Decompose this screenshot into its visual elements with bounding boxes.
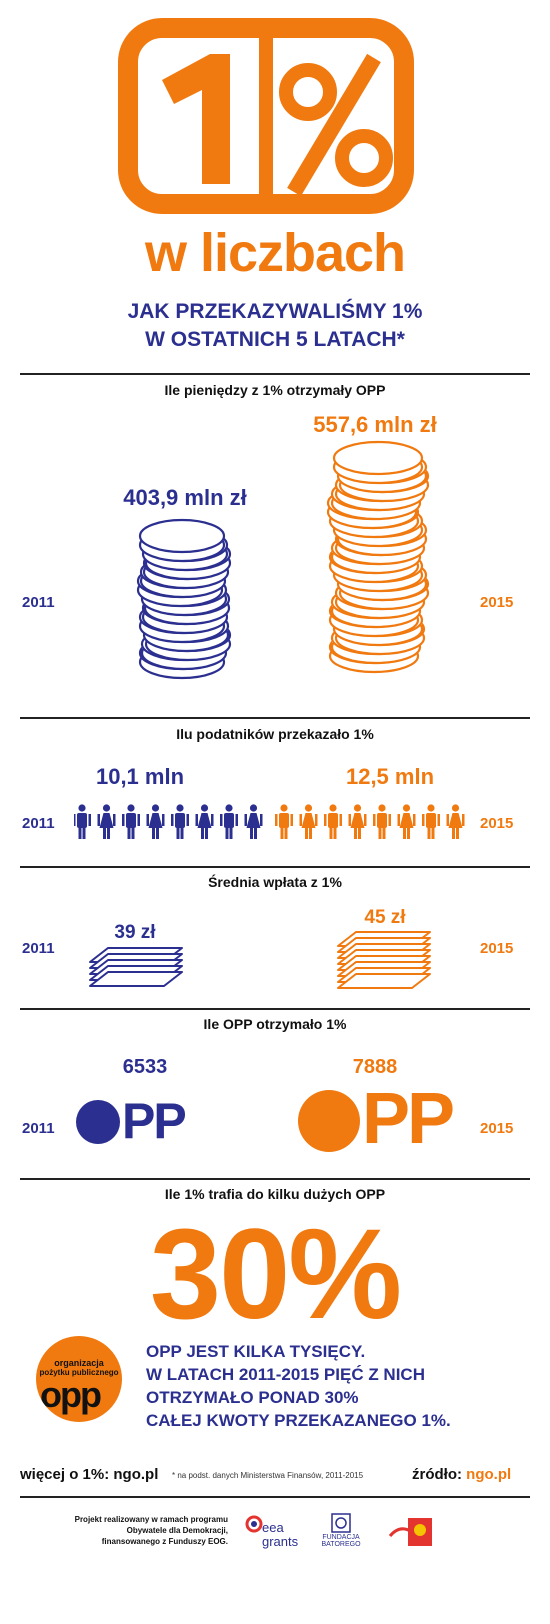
batory-line-2: BATOREGO [321, 1541, 361, 1548]
eea-grants-logo: eea grants [244, 1510, 304, 1554]
badge-text-2: pożytku publicznego [39, 1368, 119, 1377]
money-value-2015: 557,6 mln zł [313, 412, 437, 437]
section-title-money: Ile pieniędzy z 1% otrzymały OPP [164, 382, 386, 398]
one-percent-logo [118, 18, 414, 214]
big-opp-line-3: OTRZYMAŁO PONAD 30% [146, 1388, 359, 1407]
person-icon [324, 804, 342, 839]
opp-letters: PP [122, 1093, 187, 1149]
badge-logo: opp [40, 1374, 102, 1415]
year-2015: 2015 [480, 594, 514, 611]
batory-line-1: FUNDACJA [322, 1534, 360, 1541]
person-icon [275, 804, 293, 839]
taxpayers-value-2015: 12,5 mln [345, 764, 435, 789]
money-value-2011: 403,9 mln zł [123, 485, 247, 510]
person-icon [373, 804, 391, 839]
banknote-stack-icon [334, 926, 434, 990]
section-title-opp-count: Ile OPP otrzymało 1% [203, 1016, 347, 1032]
year-2011: 2011 [22, 815, 55, 832]
more-label: więcej o 1%: [20, 1466, 110, 1483]
person-icon [220, 804, 238, 839]
person-icon [97, 804, 116, 839]
person-icon [422, 804, 440, 839]
banknote-stack-icon [86, 942, 186, 990]
year-2015: 2015 [480, 940, 514, 957]
person-icon [244, 804, 263, 839]
person-icon [195, 804, 214, 839]
more-link[interactable]: ngo.pl [113, 1466, 159, 1483]
year-2011: 2011 [22, 1120, 55, 1137]
footnote: * na podst. danych Ministerstwa Finansów… [172, 1471, 364, 1480]
person-icon [122, 804, 140, 839]
person-icon [397, 804, 416, 839]
more-info: więcej o 1%: ngo.pl [20, 1466, 158, 1483]
big-opp-line-1: OPP JEST KILKA TYSIĘCY. [146, 1342, 366, 1361]
grants-text: grants [262, 1534, 299, 1549]
header-logo [118, 18, 414, 214]
big-opp-line-2: W LATACH 2011-2015 PIĘĆ Z NICH [146, 1365, 425, 1384]
divider [20, 1178, 530, 1180]
person-icon [348, 804, 367, 839]
divider [20, 1008, 530, 1010]
person-icon [171, 804, 189, 839]
average-value-2011: 39 zł [114, 922, 156, 943]
partner-emblem-icon [388, 1518, 432, 1546]
big-opp-line-4: CAŁEJ KWOTY PRZEKAZANEGO 1%. [146, 1411, 451, 1430]
section-title-average: Średnia wpłata z 1% [208, 874, 342, 890]
opp-logo-2015: PP [298, 1079, 468, 1162]
banknote [89, 971, 183, 987]
person-icon [146, 804, 165, 839]
project-line-1: Projekt realizowany w ramach programu [74, 1515, 228, 1524]
coin-stack-icon [130, 518, 240, 688]
banknote [337, 973, 431, 989]
year-2015: 2015 [480, 815, 514, 832]
partner-logo [388, 1506, 438, 1556]
year-2011: 2011 [22, 594, 55, 611]
opp-letters: PP [362, 1079, 455, 1159]
coin-stack-icon [318, 440, 438, 690]
section-title-big-opp: Ile 1% trafia do kilku dużych OPP [164, 1186, 386, 1202]
average-value-2015: 45 zł [364, 907, 406, 928]
source: źródło: ngo.pl [412, 1466, 511, 1483]
batory-emblem-icon [331, 1513, 351, 1533]
source-label: źródło: [412, 1466, 462, 1483]
opp-circle [298, 1090, 360, 1152]
eea-text: eea [262, 1520, 284, 1535]
project-info: Projekt realizowany w ramach programu Ob… [38, 1514, 228, 1547]
batory-logo: FUNDACJA BATOREGO [316, 1512, 366, 1556]
eea-swirl-icon [245, 1515, 263, 1533]
opp-circle [76, 1100, 120, 1144]
divider [20, 717, 530, 719]
divider [20, 373, 530, 375]
opp-badge: organizacja pożytku publicznego opp [36, 1336, 122, 1422]
year-2011: 2011 [22, 940, 55, 957]
person-icon [446, 804, 465, 839]
opp-count-2011: 6533 [122, 1056, 168, 1078]
header-subtitle: w liczbach [144, 223, 406, 283]
coin [332, 440, 424, 485]
section-title-taxpayers: Ilu podatników przekazało 1% [176, 726, 374, 742]
big-percent: 30% [149, 1203, 402, 1346]
taxpayers-value-2011: 10,1 mln [95, 764, 185, 789]
person-icon [74, 804, 91, 839]
person-icon [299, 804, 318, 839]
header-heading-1: JAK PRZEKAZYWALIŚMY 1% [127, 300, 423, 323]
year-2015: 2015 [480, 1120, 514, 1137]
project-line-2: Obywatele dla Demokracji, [126, 1526, 228, 1535]
source-link[interactable]: ngo.pl [466, 1466, 512, 1483]
big-opp-text: OPP JEST KILKA TYSIĘCY. W LATACH 2011-20… [146, 1340, 451, 1432]
coin [138, 518, 226, 563]
people-row [74, 804, 474, 840]
badge-text-1: organizacja [54, 1358, 104, 1368]
opp-count-2015: 7888 [352, 1056, 398, 1078]
opp-logo-2011: PP [76, 1093, 202, 1150]
header-heading-2: W OSTATNICH 5 LATACH* [145, 328, 405, 351]
divider [20, 1496, 530, 1498]
divider [20, 866, 530, 868]
project-line-3: finansowanego z Funduszy EOG. [101, 1537, 228, 1546]
